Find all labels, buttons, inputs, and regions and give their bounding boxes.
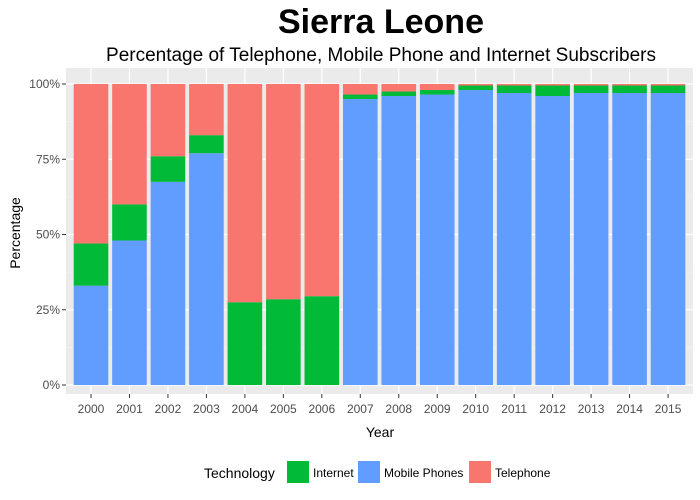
legend-title: Technology	[204, 465, 275, 481]
legend-label: Telephone	[495, 466, 551, 480]
x-tick-label: 2011	[501, 402, 527, 416]
bar-segment-internet	[419, 90, 455, 95]
legend-key-mobile-phones	[358, 461, 380, 483]
bar-segment-mobile-phones	[112, 240, 147, 385]
bar-segment-mobile-phones	[612, 93, 647, 385]
y-tick-label: 100%	[29, 77, 60, 91]
bar-segment-telephone	[342, 84, 378, 95]
bar-segment-telephone	[535, 84, 570, 86]
bar-segment-internet	[573, 85, 609, 94]
chart-subtitle: Percentage of Telephone, Mobile Phone an…	[106, 45, 656, 66]
bar-segment-mobile-phones	[150, 181, 186, 385]
bar-segment-internet	[304, 296, 340, 385]
bar-segment-internet	[496, 85, 532, 94]
x-tick-label: 2010	[462, 402, 489, 416]
bar-segment-telephone	[73, 84, 109, 244]
x-tick-label: 2009	[424, 402, 451, 416]
bar-segment-telephone	[496, 84, 532, 86]
y-tick-label: 0%	[43, 378, 61, 392]
x-tick-label: 2006	[308, 402, 335, 416]
x-tick-label: 2008	[385, 402, 412, 416]
legend-label: Mobile Phones	[384, 466, 463, 480]
x-tick-label: 2013	[578, 402, 605, 416]
bar-segment-telephone	[612, 84, 647, 86]
chart-title: Sierra Leone	[278, 3, 484, 41]
x-axis-label: Year	[366, 424, 395, 440]
bar-segment-telephone	[458, 84, 493, 86]
legend-key-telephone	[469, 461, 491, 483]
legend-key-internet	[287, 461, 309, 483]
bar-segment-internet	[112, 204, 147, 241]
bar-segment-internet	[381, 91, 417, 97]
bar-segment-telephone	[266, 84, 301, 300]
bar-segment-mobile-phones	[496, 93, 532, 385]
bar-segment-internet	[650, 85, 686, 94]
x-tick-label: 2004	[232, 402, 259, 416]
x-tick-label: 2005	[270, 402, 297, 416]
bar-segment-mobile-phones	[342, 99, 378, 386]
y-axis: 0% 25% 50% 75% 100%	[29, 77, 66, 392]
bar-segment-telephone	[381, 84, 417, 92]
bar-segment-mobile-phones	[381, 96, 417, 385]
bar-segment-mobile-phones	[189, 153, 224, 385]
x-tick-label: 2015	[655, 402, 682, 416]
bar-segment-internet	[458, 85, 493, 91]
x-tick-label: 2002	[155, 402, 182, 416]
y-tick-label: 75%	[36, 152, 60, 166]
bar-segment-telephone	[573, 84, 609, 86]
bar-segment-internet	[227, 302, 263, 385]
bars-layer	[73, 84, 686, 386]
bar-segment-internet	[266, 299, 301, 385]
bar-segment-telephone	[150, 84, 186, 157]
bar-segment-internet	[612, 85, 647, 94]
bar-segment-telephone	[304, 84, 340, 297]
y-axis-label: Percentage	[7, 197, 23, 269]
bar-segment-mobile-phones	[458, 90, 493, 386]
bar-segment-telephone	[189, 84, 224, 136]
x-tick-label: 2007	[347, 402, 374, 416]
bar-segment-internet	[189, 135, 224, 154]
x-axis: 2000 2001 2002 2003 2004 2005 2006 2007 2008 2009…	[78, 394, 682, 416]
x-tick-label: 2003	[193, 402, 220, 416]
x-tick-label: 2000	[78, 402, 105, 416]
y-tick-label: 50%	[36, 228, 60, 242]
x-tick-label: 2001	[116, 402, 143, 416]
x-tick-label: 2012	[539, 402, 566, 416]
bar-segment-internet	[342, 94, 378, 100]
bar-segment-internet	[150, 156, 186, 182]
bar-segment-mobile-phones	[73, 285, 109, 385]
legend-label: Internet	[313, 466, 354, 480]
bar-segment-mobile-phones	[535, 96, 570, 385]
bar-segment-telephone	[419, 84, 455, 91]
bar-segment-mobile-phones	[650, 93, 686, 385]
bar-segment-mobile-phones	[573, 93, 609, 385]
y-tick-label: 25%	[36, 303, 60, 317]
bar-segment-telephone	[112, 84, 147, 205]
bar-segment-telephone	[227, 84, 263, 303]
bar-segment-mobile-phones	[419, 94, 455, 385]
bar-segment-telephone	[650, 84, 686, 86]
bar-segment-internet	[73, 243, 109, 286]
legend: Technology Internet Mobile Phones Telephon…	[204, 461, 551, 483]
bar-segment-internet	[535, 85, 570, 97]
x-tick-label: 2014	[616, 402, 643, 416]
